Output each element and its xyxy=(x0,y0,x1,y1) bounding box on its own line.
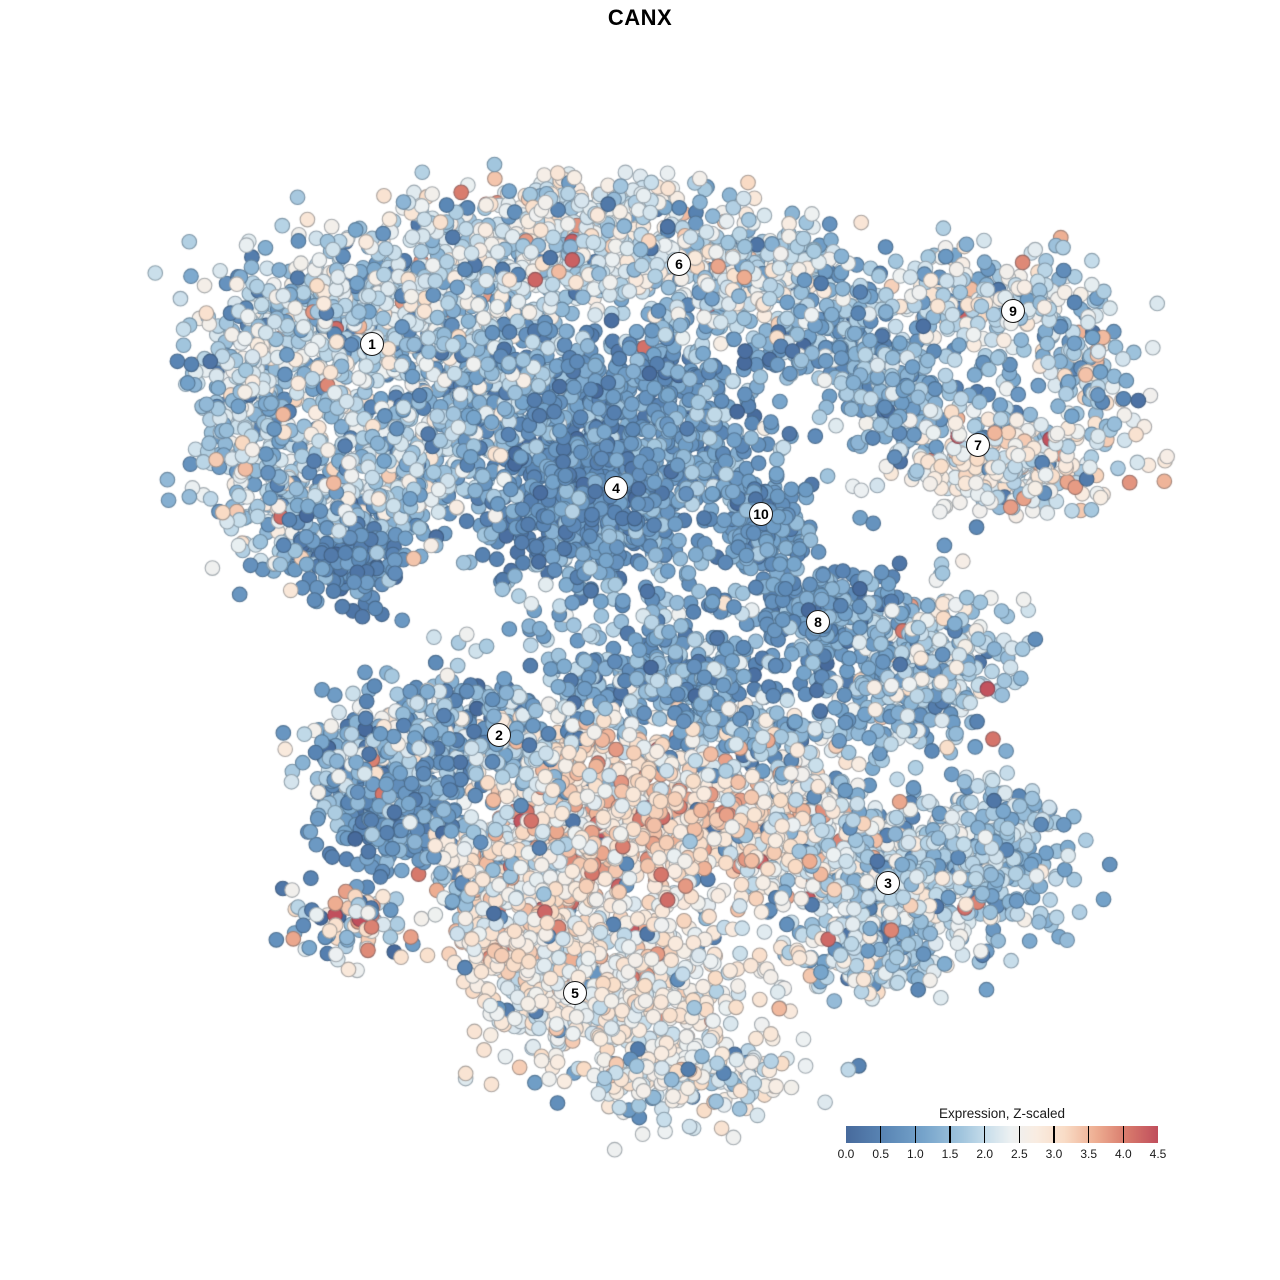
legend-tick-label: 0.5 xyxy=(872,1147,889,1161)
legend-tick-label: 2.5 xyxy=(1010,1147,1028,1161)
legend-tick-label: 2.0 xyxy=(976,1147,993,1161)
legend-tick-line xyxy=(1018,1126,1021,1143)
chart-title: CANX xyxy=(607,5,673,30)
legend-tick-line xyxy=(914,1126,917,1143)
expression-legend: Expression, Z-scaled 0.0 0.5 1.0 1.5 2.0 2.5 3… xyxy=(838,1106,1167,1161)
legend-tick-label: 1.0 xyxy=(906,1147,924,1161)
legend-tick-line xyxy=(949,1126,951,1143)
legend-title: Expression, Z-scaled xyxy=(938,1106,1066,1121)
legend-tick-line xyxy=(1122,1126,1125,1143)
legend-tick-label: 3.5 xyxy=(1080,1147,1097,1161)
legend-tick-label: 3.0 xyxy=(1045,1147,1063,1161)
legend-gradient-bar xyxy=(846,1126,1158,1143)
legend-tick-line xyxy=(1087,1126,1090,1143)
legend-tick-line xyxy=(983,1126,986,1143)
legend-tick-label: 0.0 xyxy=(837,1147,855,1161)
legend-tick-label: 1.5 xyxy=(941,1147,959,1161)
legend-tick-line xyxy=(879,1126,882,1143)
legend-tick-line xyxy=(1053,1126,1055,1143)
legend-tick-label: 4.5 xyxy=(1149,1147,1167,1161)
legend-tick-labels: 0.0 0.5 1.0 1.5 2.0 2.5 3.0 3.5 4.0 4.5 xyxy=(838,1147,1167,1161)
legend-tick-label: 4.0 xyxy=(1114,1147,1132,1161)
